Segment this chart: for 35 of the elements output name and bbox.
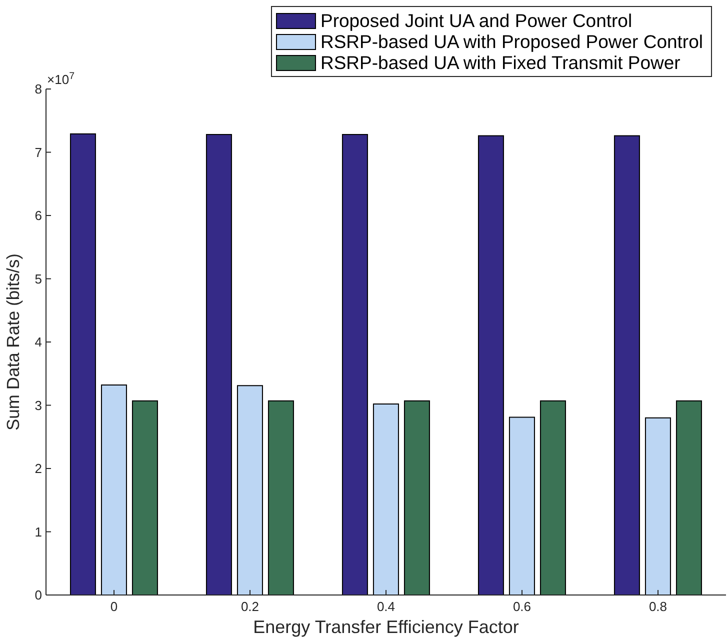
legend-label: RSRP-based UA with Fixed Transmit Power <box>320 52 680 74</box>
bar <box>508 416 535 595</box>
bar <box>132 400 158 595</box>
bar <box>540 400 566 595</box>
x-tick-label: 0.2 <box>240 599 260 614</box>
y-tick-label: 2 <box>34 461 42 476</box>
y-tick-label: 8 <box>34 82 42 97</box>
x-tick-label: 0.4 <box>376 599 396 614</box>
legend-label: Proposed Joint UA and Power Control <box>320 10 632 32</box>
bar <box>236 385 263 595</box>
y-axis-title: Sum Data Rate (bits/s) <box>3 254 23 430</box>
bar <box>342 134 368 595</box>
bar <box>70 133 96 595</box>
y-tick-label: 6 <box>34 208 42 224</box>
y-tick-label: 0 <box>34 588 42 603</box>
y-tick-label: 4 <box>34 334 42 350</box>
legend-label: RSRP-based UA with Proposed Power Control <box>320 30 703 52</box>
x-tick-label: 0.6 <box>512 599 532 614</box>
bar <box>676 400 702 595</box>
x-tick-label: 0.8 <box>648 599 668 614</box>
bar <box>100 384 127 595</box>
bar <box>614 135 640 595</box>
text: ×10$^{7}$ <box>47 70 74 87</box>
x-axis-title: Energy Transfer Efficiency Factor <box>253 617 519 637</box>
bar <box>644 417 671 595</box>
bar <box>372 403 399 595</box>
bar <box>478 135 504 595</box>
bar <box>206 134 232 595</box>
x-tick-label: 0 <box>110 599 118 614</box>
y-tick-label: 7 <box>34 144 42 160</box>
bar <box>404 400 430 595</box>
y-tick-label: 1 <box>34 524 42 540</box>
bar <box>268 400 294 595</box>
y-tick-label: 5 <box>34 271 42 286</box>
y-tick-label: 3 <box>34 398 42 413</box>
